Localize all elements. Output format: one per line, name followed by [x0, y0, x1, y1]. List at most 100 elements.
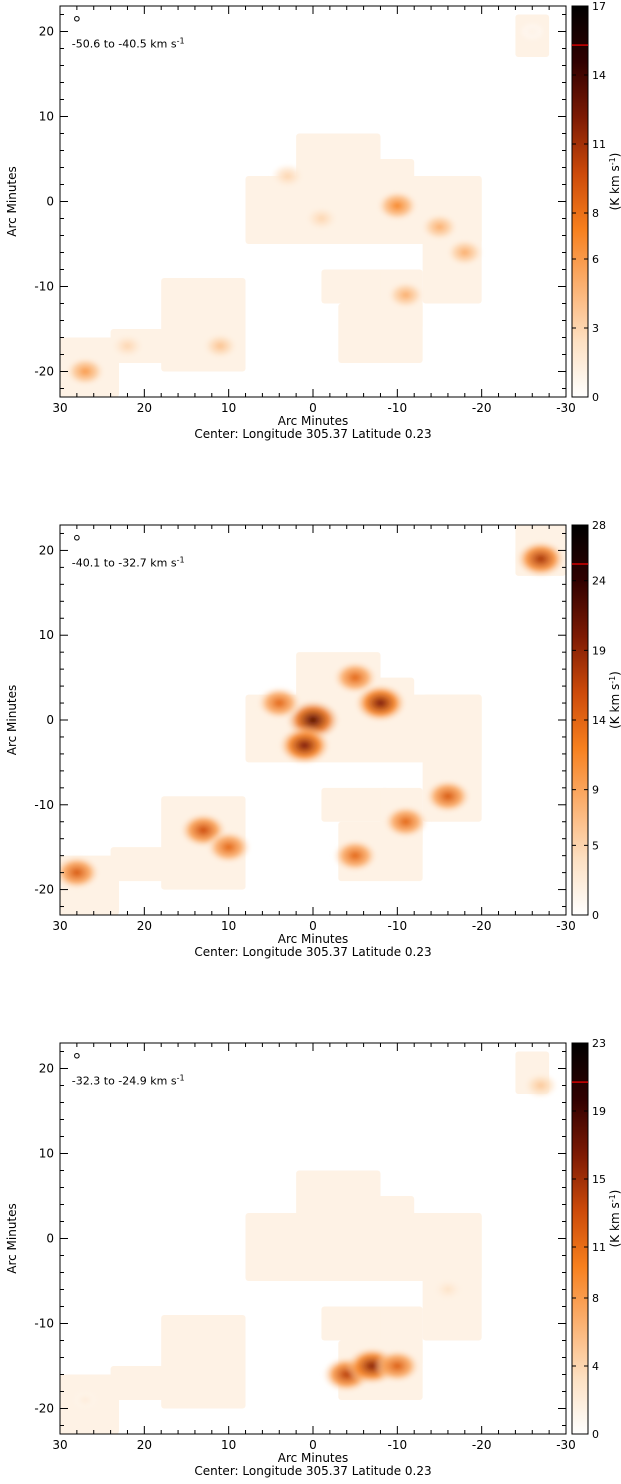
- observed-region: [422, 1213, 482, 1341]
- colorbar-label: (K km s-1): [608, 1190, 621, 1248]
- colorbar-tick-label: 8: [592, 207, 599, 220]
- emission-peak: [431, 1277, 464, 1302]
- colorbar-tick-label: 11: [592, 1241, 606, 1254]
- emission-peak: [65, 356, 106, 387]
- colorbar-tick-label: 4: [592, 1360, 599, 1373]
- emission-peak: [270, 163, 305, 189]
- y-tick-label: 20: [39, 1062, 54, 1076]
- observed-region: [422, 176, 482, 304]
- colorbar-label: (K km s-1): [608, 671, 621, 729]
- colorbar: 0 5 9 14 19 24 28 (K km s-1): [571, 519, 621, 922]
- emission-peak: [424, 778, 472, 814]
- emission-peak: [277, 725, 332, 766]
- emission-peak: [517, 20, 547, 43]
- x-tick-label: -20: [472, 919, 492, 933]
- colorbar-scale: [571, 1042, 589, 1435]
- y-tick-label: 20: [39, 25, 54, 39]
- y-tick-label: -20: [34, 883, 54, 897]
- x-tick-label: -10: [388, 1438, 408, 1452]
- y-tick-label: -10: [34, 1317, 54, 1331]
- emission-peak: [304, 206, 339, 231]
- emission-peak: [353, 683, 408, 724]
- emission-peak: [373, 1348, 421, 1384]
- observed-region: [321, 269, 389, 304]
- colorbar-tick-label: 17: [592, 0, 606, 13]
- colorbar-tick-label: 0: [592, 909, 599, 922]
- x-tick-label: 30: [52, 401, 67, 415]
- colorbar-tick-label: 8: [592, 1292, 599, 1305]
- emission-peak: [382, 804, 429, 839]
- emission-peak: [376, 189, 419, 222]
- emission-map: [60, 14, 550, 397]
- observed-region: [338, 303, 423, 363]
- x-tick-label: 20: [137, 1438, 152, 1452]
- colorbar-label: (K km s-1): [608, 153, 621, 211]
- x-tick-label: 0: [309, 919, 317, 933]
- beam-size-marker: [74, 534, 80, 541]
- center-label: Center: Longitude 305.37 Latitude 0.23: [194, 427, 431, 441]
- x-axis-label: Arc Minutes: [278, 1451, 349, 1465]
- x-tick-label: 30: [52, 919, 67, 933]
- colorbar-tick-label: 5: [592, 839, 599, 852]
- emission-peak: [386, 280, 425, 310]
- observed-region: [321, 1306, 389, 1341]
- x-tick-label: 10: [221, 1438, 236, 1452]
- x-tick-label: 20: [137, 919, 152, 933]
- emission-peak: [202, 332, 239, 360]
- colorbar: 0 3 6 8 11 14 17 (K km s-1): [571, 0, 621, 404]
- emission-peak: [256, 686, 303, 721]
- y-tick-label: 10: [39, 628, 54, 642]
- y-tick-label: 0: [46, 1232, 54, 1246]
- y-axis-label: Arc Minutes: [5, 1203, 19, 1274]
- colorbar-tick-label: 23: [592, 1037, 606, 1050]
- y-tick-label: 0: [46, 713, 54, 727]
- colorbar-tick-label: 15: [592, 1173, 606, 1186]
- colorbar-tick-label: 3: [592, 322, 599, 335]
- emission-peak: [332, 838, 379, 873]
- colorbar-tick-label: 11: [592, 138, 606, 151]
- colorbar-tick-label: 19: [592, 1105, 606, 1118]
- x-tick-label: -10: [388, 401, 408, 415]
- axes: 30 20 10 0 -10 -20 -30 -20 -10 0 10 20: [34, 1043, 576, 1452]
- colorbar-tick-label: 28: [592, 519, 606, 532]
- axes: 30 20 10 0 -10 -20 -30 -20 -10 0 10 20: [34, 525, 576, 933]
- y-tick-label: 10: [39, 1147, 54, 1161]
- x-tick-label: -20: [472, 401, 492, 415]
- y-tick-label: -20: [34, 1402, 54, 1416]
- colorbar-tick-label: 0: [592, 1428, 599, 1441]
- velocity-range-label: -32.3 to -24.9 km s-1: [72, 1074, 185, 1088]
- emission-peak: [60, 855, 101, 891]
- x-tick-label: -30: [556, 1438, 576, 1452]
- colorbar-scale: [571, 5, 589, 398]
- colorbar-tick-label: 9: [592, 784, 599, 797]
- emission-peak: [445, 238, 484, 267]
- colorbar: 0 4 8 11 15 19 23 (K km s-1): [571, 1037, 621, 1441]
- observed-region: [321, 787, 389, 822]
- emission-peaks: [60, 539, 566, 891]
- y-axis-label: Arc Minutes: [5, 166, 19, 237]
- beam-size-marker: [74, 15, 80, 22]
- colorbar-tick-label: 0: [592, 391, 599, 404]
- y-tick-label: -20: [34, 365, 54, 379]
- observed-region: [161, 1315, 246, 1409]
- x-tick-label: -30: [556, 401, 576, 415]
- observed-region: [161, 278, 246, 372]
- emission-peak: [205, 830, 252, 865]
- center-label: Center: Longitude 305.37 Latitude 0.23: [194, 945, 431, 959]
- emission-peak: [332, 660, 379, 695]
- y-tick-label: 0: [46, 195, 54, 209]
- velocity-range-label: -40.1 to -32.7 km s-1: [72, 556, 185, 570]
- x-axis-label: Arc Minutes: [278, 932, 349, 946]
- center-label: Center: Longitude 305.37 Latitude 0.23: [194, 1464, 431, 1478]
- x-tick-label: 0: [309, 401, 317, 415]
- beam-size-marker: [74, 1052, 80, 1059]
- emission-peaks: [65, 20, 547, 387]
- colorbar-tick-label: 6: [592, 253, 599, 266]
- colorbar-tick-label: 24: [592, 575, 606, 588]
- emission-peak: [70, 1388, 101, 1412]
- x-tick-label: 30: [52, 1438, 67, 1452]
